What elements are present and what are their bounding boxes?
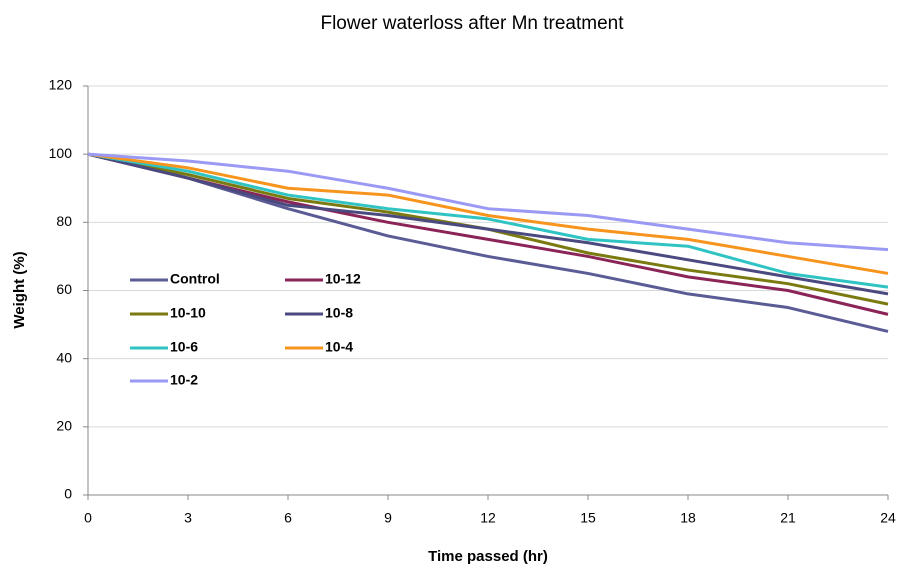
legend-label: 10-2 <box>170 372 198 388</box>
legend-label: 10-8 <box>325 305 353 321</box>
series-line <box>87 152 889 289</box>
y-tick-label: 0 <box>64 486 72 502</box>
y-tick-label: 120 <box>49 77 73 93</box>
x-tick-label: 0 <box>84 510 92 526</box>
legend-label: 10-6 <box>170 339 198 355</box>
x-tick-label: 15 <box>580 510 596 526</box>
x-tick-label: 18 <box>680 510 696 526</box>
x-tick-label: 21 <box>780 510 796 526</box>
x-axis-title: Time passed (hr) <box>428 548 548 565</box>
x-tick-label: 9 <box>384 510 392 526</box>
x-tick-label: 24 <box>880 510 896 526</box>
series-line <box>87 152 889 252</box>
y-tick-label: 80 <box>56 213 72 229</box>
x-tick-label: 3 <box>184 510 192 526</box>
legend-label: 10-4 <box>325 339 353 355</box>
legend-label: 10-10 <box>170 305 206 321</box>
x-tick-label: 12 <box>480 510 496 526</box>
legend-label: Control <box>170 271 220 287</box>
series-line <box>87 152 889 296</box>
chart-title: Flower waterloss after Mn treatment <box>320 13 624 34</box>
x-tick-label: 6 <box>284 510 292 526</box>
y-tick-label: 100 <box>49 145 73 161</box>
y-tick-label: 60 <box>56 281 72 297</box>
y-tick-label: 40 <box>56 349 72 365</box>
series-line <box>87 152 889 275</box>
y-axis-title: Weight (%) <box>11 251 28 328</box>
y-tick-label: 20 <box>56 418 72 434</box>
legend-label: 10-12 <box>325 271 361 287</box>
